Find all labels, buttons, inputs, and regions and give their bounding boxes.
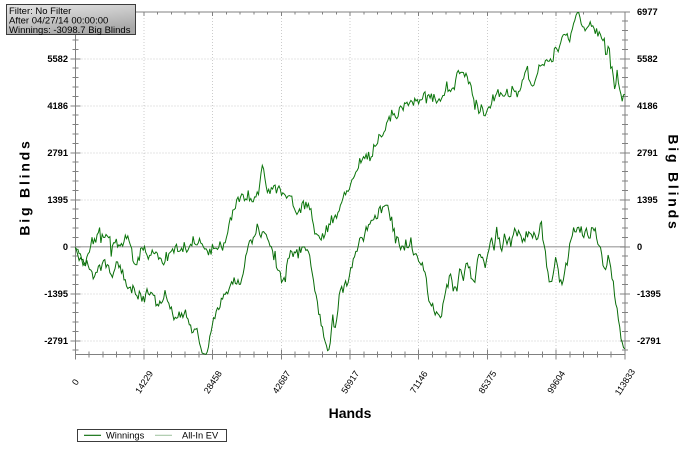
svg-text:5582: 5582 <box>47 54 68 64</box>
svg-text:1395: 1395 <box>637 195 658 205</box>
svg-text:4186: 4186 <box>637 101 658 111</box>
svg-text:2791: 2791 <box>47 148 68 158</box>
svg-text:-2791: -2791 <box>44 336 68 346</box>
svg-text:After 04/27/14 00:00:00: After 04/27/14 00:00:00 <box>9 15 108 26</box>
svg-text:4186: 4186 <box>47 101 68 111</box>
svg-text:Winnings: -3098.7 Big Blinds: Winnings: -3098.7 Big Blinds <box>9 25 131 36</box>
svg-text:Filter: No Filter: Filter: No Filter <box>9 6 71 17</box>
svg-text:1395: 1395 <box>47 195 68 205</box>
svg-text:Winnings: Winnings <box>106 430 145 440</box>
svg-text:0: 0 <box>63 242 68 252</box>
svg-text:All-In EV: All-In EV <box>182 430 219 440</box>
svg-text:-2791: -2791 <box>637 336 661 346</box>
svg-text:0: 0 <box>637 242 642 252</box>
svg-text:Big Blinds: Big Blinds <box>666 134 682 231</box>
svg-text:Big Blinds: Big Blinds <box>17 138 33 235</box>
svg-text:Hands: Hands <box>329 405 372 421</box>
svg-text:-1395: -1395 <box>637 289 661 299</box>
svg-text:2791: 2791 <box>637 148 658 158</box>
svg-text:0: 0 <box>70 377 81 387</box>
svg-text:-1395: -1395 <box>44 289 68 299</box>
svg-text:6977: 6977 <box>637 7 658 17</box>
svg-text:5582: 5582 <box>637 54 658 64</box>
